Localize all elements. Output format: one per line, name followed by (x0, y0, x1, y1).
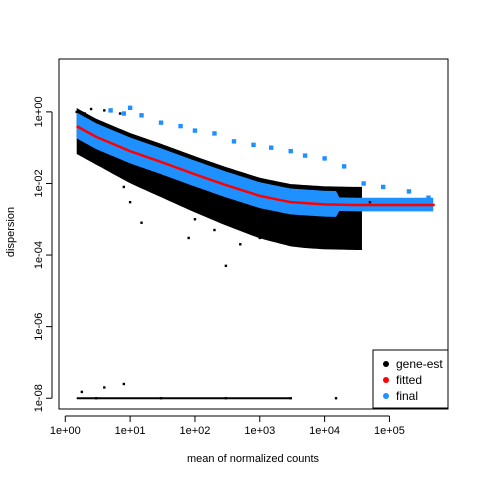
legend-dot-final (383, 393, 389, 399)
gene-est-point (225, 265, 227, 267)
legend-label-final: final (396, 389, 418, 403)
final-point (193, 128, 197, 132)
final-point (361, 181, 365, 185)
gene-est-point (160, 397, 162, 399)
gene-est-point (343, 218, 345, 220)
gene-est-point (148, 176, 150, 178)
legend-label-gene-est: gene-est (396, 357, 443, 371)
gene-est-point (140, 222, 142, 224)
legend: gene-est fitted final (373, 350, 448, 408)
final-point (108, 108, 112, 112)
y-axis-label: dispersion (5, 207, 17, 257)
final-point (342, 164, 346, 168)
final-point (94, 124, 98, 128)
x-tick-label: 1e+05 (374, 425, 405, 437)
gene-est-point (239, 243, 241, 245)
final-point (251, 143, 255, 147)
gene-est-point (81, 391, 83, 393)
legend-label-fitted: fitted (396, 373, 422, 387)
gene-est-point (290, 397, 292, 399)
final-point (159, 120, 163, 124)
gene-est-point (84, 112, 86, 114)
gene-est-point (304, 232, 306, 234)
gene-est-point (213, 229, 215, 231)
gene-est-point (103, 109, 105, 111)
final-point (178, 124, 182, 128)
gene-est-point (123, 383, 125, 385)
gene-est-point (369, 201, 371, 203)
gene-est-point (95, 397, 97, 399)
final-point (407, 189, 411, 193)
x-tick-label: 1e+01 (115, 425, 146, 437)
y-tick-label: 1e+00 (33, 96, 45, 127)
gene-est-point (335, 397, 337, 399)
y-tick-label: 1e-02 (33, 169, 45, 197)
x-tick-label: 1e+03 (244, 425, 275, 437)
final-point (122, 111, 126, 115)
gene-est-point (194, 218, 196, 220)
x-tick-label: 1e+00 (50, 425, 81, 437)
gene-est-point (278, 232, 280, 234)
gene-est-point (103, 386, 105, 388)
legend-dot-fitted (383, 377, 389, 383)
final-point (212, 131, 216, 135)
gene-est-point (290, 229, 292, 231)
final-point (303, 153, 307, 157)
y-tick-label: 1e-08 (33, 384, 45, 412)
gene-est-point (187, 237, 189, 239)
final-point (322, 156, 326, 160)
gene-est-point (225, 397, 227, 399)
gene-est-point (109, 157, 111, 159)
final-point (139, 113, 143, 117)
legend-dot-gene-est (383, 361, 389, 367)
final-point (426, 196, 430, 200)
y-tick-label: 1e-04 (33, 241, 45, 269)
gene-est-point (119, 112, 121, 114)
final-point (128, 106, 132, 110)
gene-est-point (174, 190, 176, 192)
x-axis-label: mean of normalized counts (187, 453, 320, 465)
final-point (381, 185, 385, 189)
final-point (269, 145, 273, 149)
gene-est-point (75, 111, 77, 113)
gene-est-point (259, 237, 261, 239)
final-point (289, 149, 293, 153)
gene-est-point (317, 226, 319, 228)
x-tick-label: 1e+04 (309, 425, 340, 437)
gene-est-point (90, 108, 92, 110)
gene-est-point (123, 186, 125, 188)
x-tick-label: 1e+02 (179, 425, 210, 437)
final-point (232, 139, 236, 143)
y-tick-label: 1e-06 (33, 313, 45, 341)
gene-est-point (129, 201, 131, 203)
